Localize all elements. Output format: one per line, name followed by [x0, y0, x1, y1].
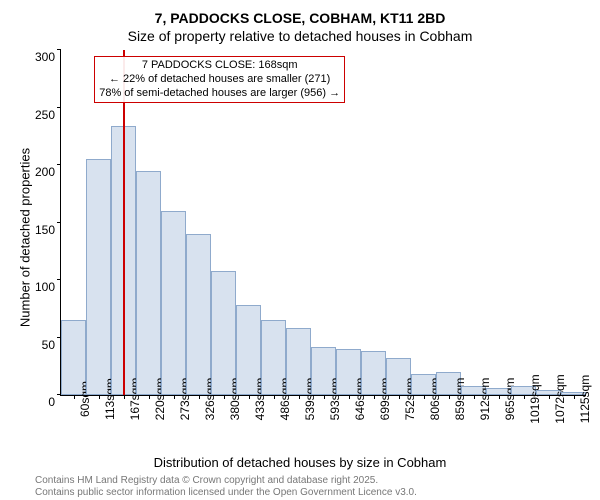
hist-bar	[136, 171, 161, 395]
y-tick-label: 200	[25, 165, 55, 179]
y-tick-mark	[57, 49, 61, 50]
y-tick-label: 0	[25, 395, 55, 409]
x-tick-label: 859sqm	[453, 378, 467, 421]
y-tick-label: 150	[25, 223, 55, 237]
plot-area: 05010015020025030060sqm113sqm167sqm220sq…	[60, 50, 586, 396]
x-tick-mark	[524, 395, 525, 399]
y-tick-label: 50	[25, 338, 55, 352]
x-axis-label: Distribution of detached houses by size …	[0, 455, 600, 470]
y-tick-label: 100	[25, 280, 55, 294]
x-tick-mark	[274, 395, 275, 399]
annotation-box: 7 PADDOCKS CLOSE: 168sqm← 22% of detache…	[94, 56, 345, 103]
y-tick-mark	[57, 107, 61, 108]
y-tick-label: 250	[25, 108, 55, 122]
hist-bar	[161, 211, 186, 395]
x-tick-mark	[574, 395, 575, 399]
footer-line-1: Contains HM Land Registry data © Crown c…	[35, 475, 378, 486]
chart-title: 7, PADDOCKS CLOSE, COBHAM, KT11 2BD	[0, 10, 600, 26]
x-tick-label: 1019sqm	[528, 374, 542, 423]
x-tick-label: 1072sqm	[553, 374, 567, 423]
x-tick-label: 965sqm	[503, 378, 517, 421]
y-tick-mark	[57, 279, 61, 280]
x-tick-mark	[99, 395, 100, 399]
y-tick-mark	[57, 222, 61, 223]
x-tick-mark	[349, 395, 350, 399]
x-tick-mark	[399, 395, 400, 399]
x-tick-mark	[474, 395, 475, 399]
x-tick-mark	[149, 395, 150, 399]
x-tick-mark	[224, 395, 225, 399]
x-tick-label: 1125sqm	[578, 375, 592, 423]
x-tick-mark	[174, 395, 175, 399]
x-tick-mark	[424, 395, 425, 399]
hist-bar	[186, 234, 211, 395]
x-tick-mark	[374, 395, 375, 399]
x-tick-mark	[74, 395, 75, 399]
x-tick-mark	[449, 395, 450, 399]
hist-bar	[86, 159, 111, 395]
chart-subtitle: Size of property relative to detached ho…	[0, 28, 600, 44]
x-tick-mark	[299, 395, 300, 399]
x-tick-mark	[499, 395, 500, 399]
x-tick-mark	[124, 395, 125, 399]
footer-line-2: Contains public sector information licen…	[35, 487, 417, 498]
hist-bar	[211, 271, 236, 395]
annotation-line-2: ← 22% of detached houses are smaller (27…	[99, 73, 340, 87]
annotation-line-3: 78% of semi-detached houses are larger (…	[99, 87, 340, 101]
x-tick-mark	[324, 395, 325, 399]
y-tick-label: 300	[25, 50, 55, 64]
x-tick-mark	[549, 395, 550, 399]
y-tick-mark	[57, 164, 61, 165]
x-tick-mark	[249, 395, 250, 399]
x-tick-label: 912sqm	[478, 378, 492, 421]
x-tick-mark	[199, 395, 200, 399]
annotation-line-1: 7 PADDOCKS CLOSE: 168sqm	[99, 59, 340, 73]
